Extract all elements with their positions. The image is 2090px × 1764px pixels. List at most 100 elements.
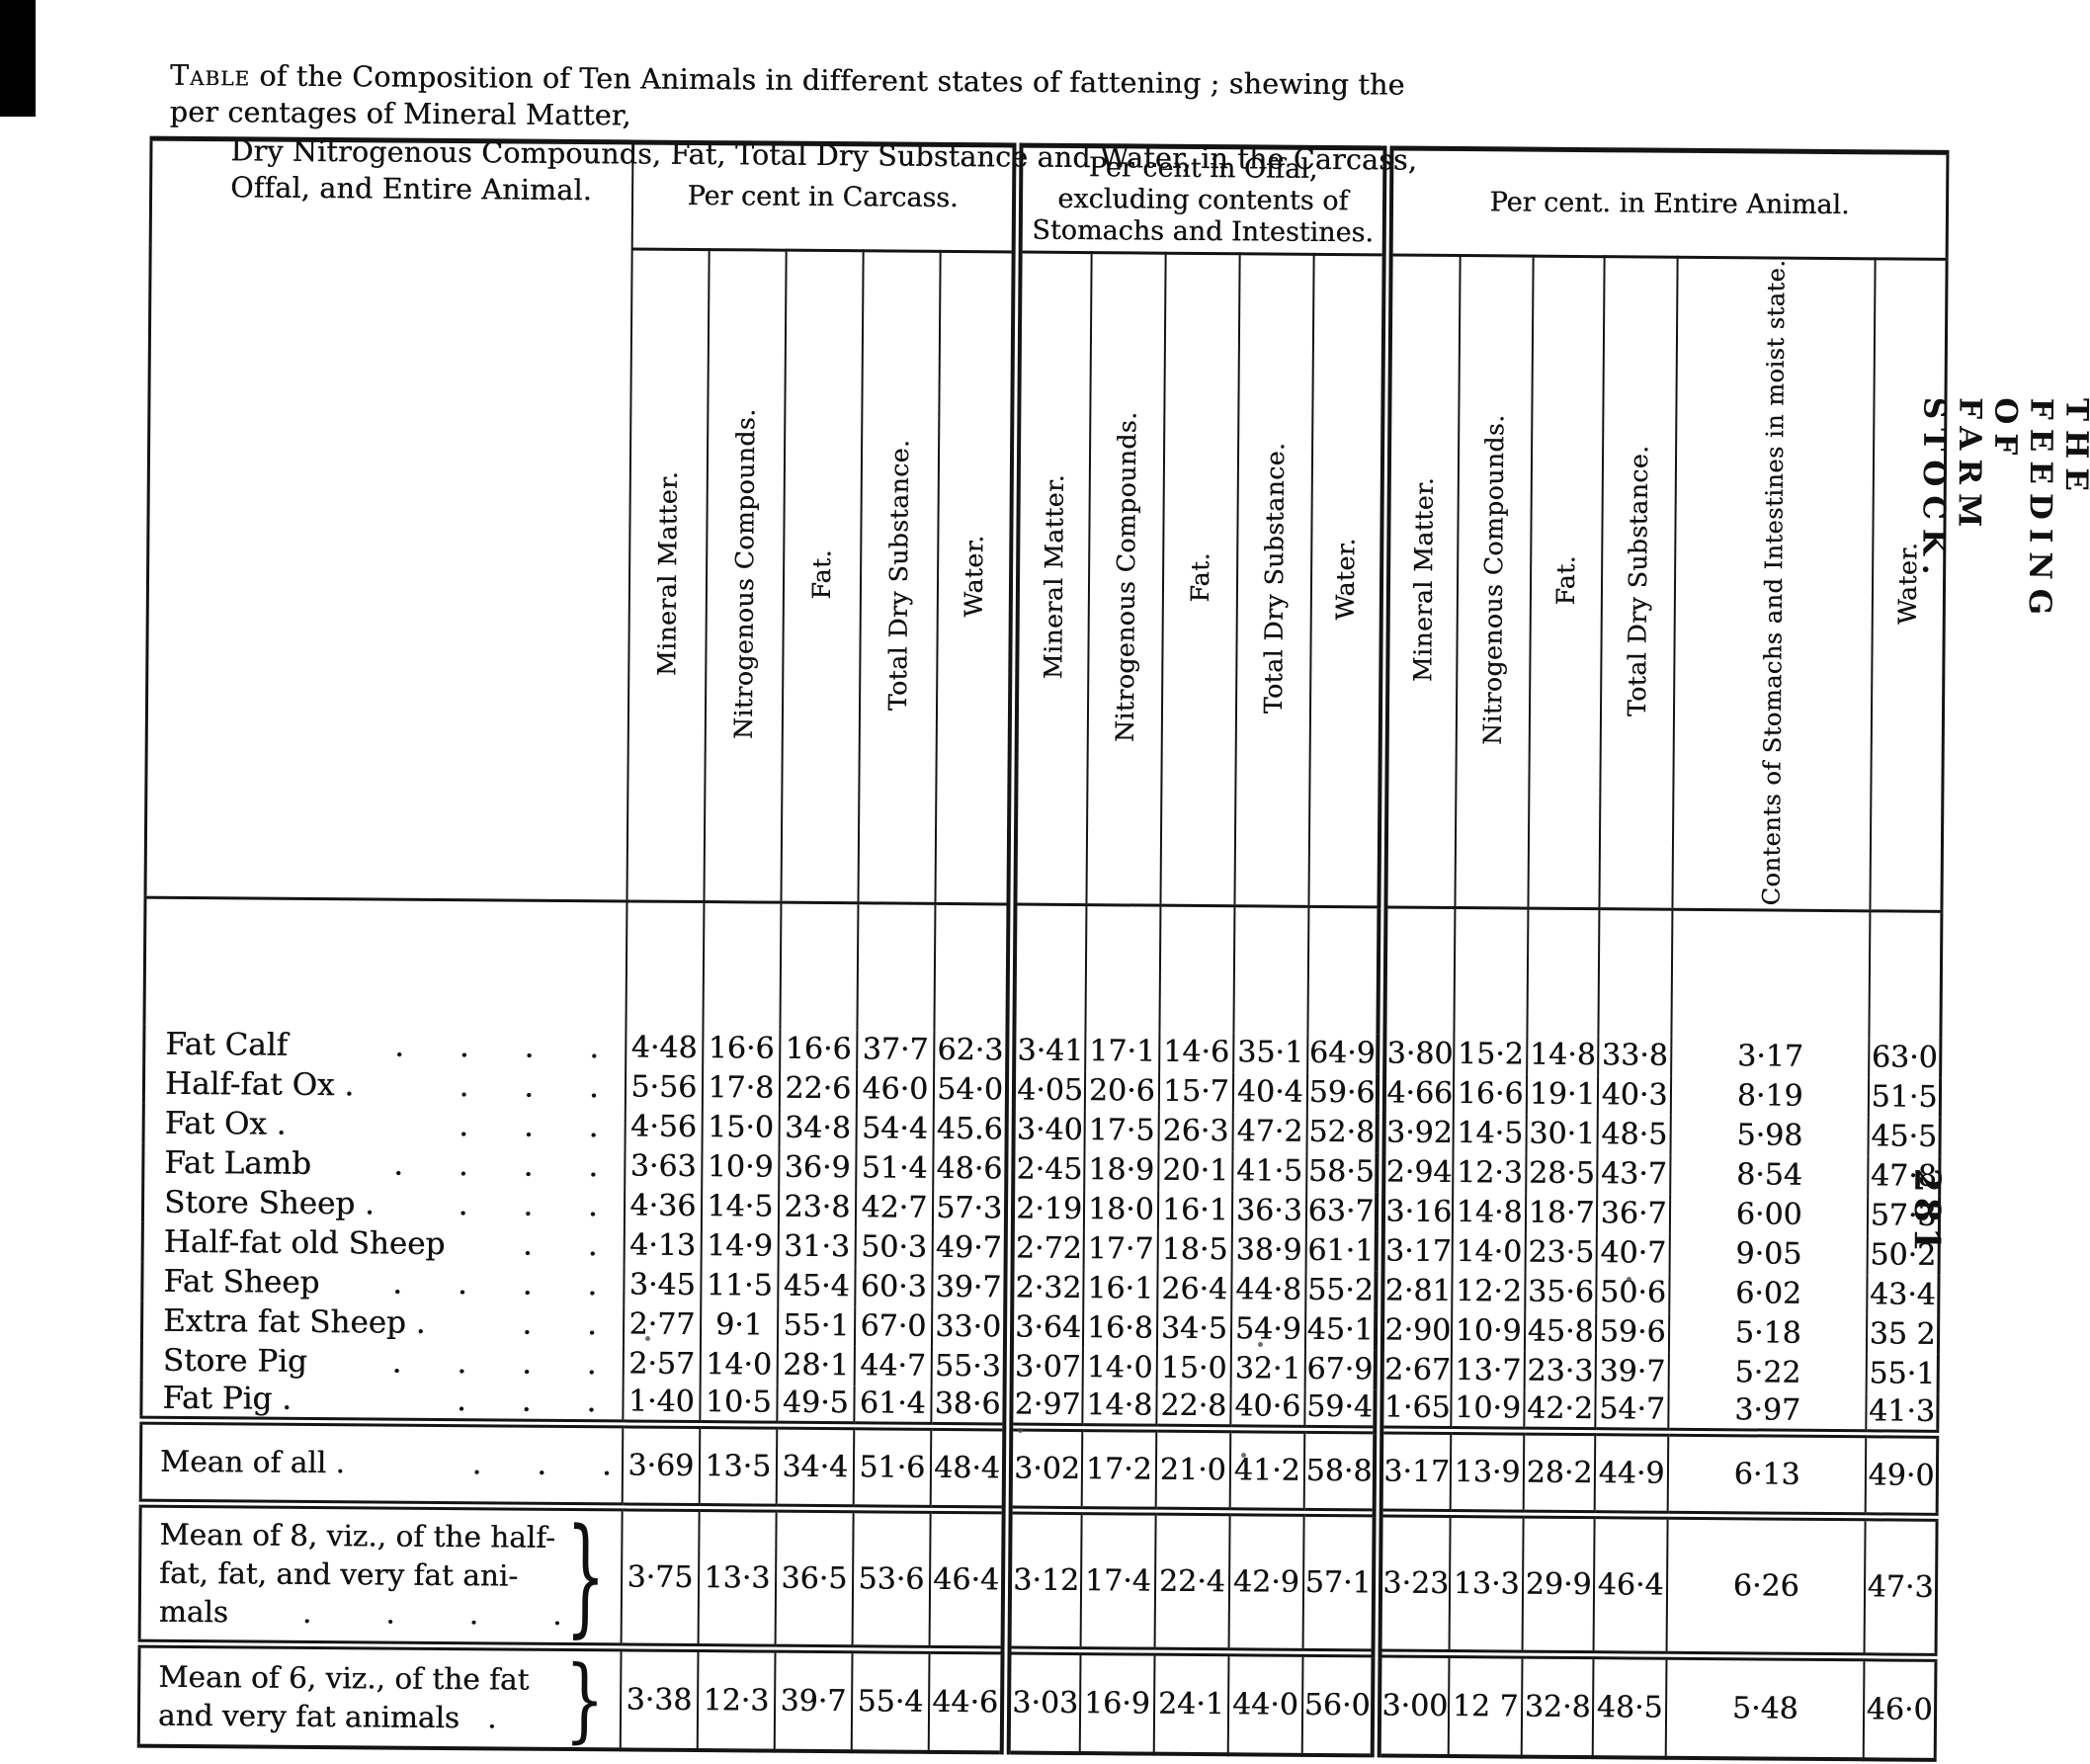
value-cell: 6·02 [1669,1273,1868,1315]
mean-label-line: and very fat animals . [157,1698,497,1735]
value-cell: 30·1 [1526,1114,1598,1155]
value-cell: 55·4 [851,1648,930,1753]
row-label-cell: Half-fat Ox . . . . [143,1064,626,1108]
value-cell: 23·3 [1524,1351,1597,1392]
value-cell: 51·5 [1869,1077,1941,1118]
title-line-1-rest: of the Composition of Ten Animals in dif… [169,59,1405,132]
column-header-cell: Nitrogenous Compounds. [704,249,787,903]
title-lead-word: Table [169,58,251,93]
value-cell: 48·4 [930,1426,1009,1510]
value-cell: 44·0 [1227,1651,1303,1756]
column-header-cell: Contents of Stomachs and Intestines in m… [1672,256,1876,912]
column-header-label: Mineral Matter. [652,470,683,677]
value-cell: 11·5 [701,1265,779,1306]
value-cell: 1·65 [1379,1389,1452,1431]
brace-glyph: } [564,1502,606,1651]
value-cell: 54·7 [1595,1391,1669,1433]
value-cell: 38·6 [931,1386,1009,1427]
value-cell: 23·5 [1525,1232,1597,1274]
row-label-cell: Store Pig . . . . [141,1341,624,1385]
value-cell: 17·8 [702,1067,780,1109]
mean-label-cell: Mean of 6, viz., of the fat and very fat … [138,1643,622,1753]
column-header-cell: Mineral Matter. [627,248,710,902]
value-cell: 3·17 [1671,1036,1870,1078]
value-cell: 39·7 [1595,1352,1670,1392]
column-header-label: Fat. [806,549,837,600]
scan-speck [1241,1453,1246,1458]
row-label-cell: Store Sheep . . . . [142,1183,625,1226]
value-cell: 14·0 [1452,1231,1526,1273]
value-cell: 2·19 [1009,1189,1085,1230]
value-cell: 3·40 [1010,1110,1085,1151]
value-cell: 3·69 [622,1423,701,1508]
value-cell: 22·4 [1154,1511,1230,1652]
value-cell: 16·6 [779,1029,858,1070]
value-cell: 28·2 [1523,1431,1596,1515]
value-cell: 12·2 [1452,1271,1526,1312]
corner-cell [150,138,632,248]
value-cell: 40·7 [1596,1233,1670,1274]
title-line-1: Table of the Composition of Ten Animals … [170,57,1456,140]
value-cell: 41·3 [1866,1393,1938,1435]
value-cell: 40·6 [1230,1388,1305,1430]
value-cell: 15·0 [1156,1348,1231,1389]
spacer-cell [1085,905,1161,1033]
row-label: Fat Lamb . . . . [144,1145,624,1185]
column-header-label: Total Dry Substance. [1258,442,1290,714]
value-cell: 55·1 [777,1305,856,1347]
column-header-label: Nitrogenous Compounds. [1478,414,1510,746]
value-cell: 43·7 [1597,1154,1671,1195]
value-cell: 5·18 [1669,1312,1868,1355]
value-cell: 6·00 [1669,1194,1869,1236]
value-cell: 2·81 [1379,1271,1453,1311]
column-header-cell: Total Dry Substance. [1234,253,1314,907]
row-label: Store Sheep . . . . [144,1185,624,1224]
spacer-cell [1869,911,1942,1039]
value-cell: 15·7 [1158,1071,1233,1113]
value-cell: 32·1 [1230,1349,1305,1389]
row-label-header-cell [144,244,632,902]
value-cell: 6·26 [1666,1515,1866,1657]
column-header-cell: Water. [1308,253,1388,908]
scan-speck [1627,1277,1631,1282]
scan-speck [1018,1428,1023,1433]
column-header-label: Mineral Matter. [1408,476,1439,683]
dot-leader: . . . . [393,1146,599,1185]
spacer-cell [1381,907,1456,1035]
value-cell: 62·3 [933,1030,1012,1071]
value-cell: 17·1 [1084,1032,1160,1072]
value-cell: 22·6 [779,1068,857,1110]
value-cell: 3·07 [1008,1347,1083,1387]
group-header: Per cent. in Entire Animal. [1387,147,1948,259]
value-cell: 13·3 [698,1507,777,1649]
value-cell: 39·7 [774,1648,853,1752]
scan-speck [645,1336,650,1341]
value-cell: 14·8 [1527,1035,1599,1076]
value-cell: 31·3 [778,1226,856,1268]
value-cell: 55·2 [1305,1270,1380,1311]
animal-name: Half-fat old Sheep [163,1223,446,1262]
dot-leader: . . . [456,1383,597,1420]
column-header-label: Contents of Stomachs and Intestines in m… [1757,259,1791,906]
column-header-cell: Nitrogenous Compounds. [1455,255,1534,909]
value-cell: 10·9 [1451,1389,1525,1432]
value-cell: 35·6 [1525,1272,1597,1313]
animal-name: Fat Calf [165,1026,289,1063]
value-cell: 41·2 [1229,1428,1305,1513]
value-cell: 2·97 [1008,1386,1083,1428]
row-label: Fat Pig . . . . [142,1381,622,1420]
animal-name: Store Pig [162,1342,307,1380]
value-cell: 3·03 [1005,1649,1081,1754]
value-cell: 4·05 [1010,1070,1085,1112]
value-cell: 5·98 [1670,1115,1870,1157]
mean-label-line: Mean of 6, viz., of the fat [158,1659,530,1697]
value-cell: 3·00 [1376,1652,1450,1757]
row-label-cell: Extra fat Sheep . . . [141,1302,624,1345]
value-cell: 14·8 [1082,1386,1157,1429]
value-cell: 50·6 [1596,1273,1670,1313]
value-cell: 44·7 [854,1346,932,1386]
column-header-cell: Water. [935,250,1018,905]
value-cell: 51·6 [853,1425,932,1510]
value-cell: 17·5 [1084,1111,1159,1151]
